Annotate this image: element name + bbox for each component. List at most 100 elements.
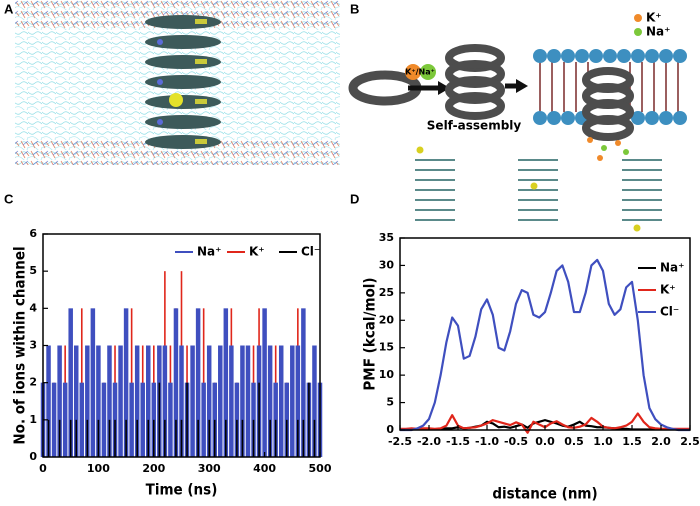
spike [153, 419, 155, 457]
spike [69, 419, 72, 457]
spike [295, 345, 301, 457]
spike [158, 382, 161, 457]
y-tick-label: 5 [386, 396, 394, 409]
x-tick-label: -0.5 [504, 435, 528, 448]
x-tick-label: -1.5 [446, 435, 470, 448]
spike [218, 345, 223, 457]
x-tick-label: 0 [39, 462, 47, 475]
ion-badge: K⁺/Na⁺ [405, 68, 435, 77]
y-tick-label: 3 [29, 339, 37, 352]
x-tick-label: 2.0 [651, 435, 671, 448]
x-tick-label: 100 [87, 462, 110, 475]
x-tick-label: 1.5 [622, 435, 642, 448]
spike [285, 419, 288, 457]
spike [57, 345, 62, 457]
spike [213, 419, 216, 457]
legend-label: Na⁺ [197, 245, 221, 259]
spike [140, 382, 145, 457]
spike [267, 345, 273, 457]
panel-a-image [15, 0, 340, 165]
spike [79, 382, 85, 457]
spike [179, 345, 184, 457]
y-tick-label: 6 [29, 227, 37, 240]
spike [252, 419, 255, 457]
spike [136, 419, 138, 457]
y-axis-title: PMF (kcal/mol) [361, 277, 379, 390]
y-tick-label: 2 [29, 376, 37, 389]
pmf-line [400, 258, 690, 432]
spike [162, 345, 168, 457]
spike [112, 382, 118, 457]
spike [197, 419, 199, 457]
spike [68, 308, 73, 457]
spike [301, 308, 306, 457]
y-tick-label: 5 [29, 264, 37, 277]
legend-label: Cl⁻ [301, 245, 320, 259]
spike [269, 419, 271, 457]
y-tick-label: 25 [379, 286, 394, 299]
x-tick-label: 300 [198, 462, 221, 475]
spike [273, 382, 278, 457]
y-tick-label: 20 [379, 313, 395, 326]
panel-label: B [350, 1, 359, 16]
y-tick-label: 30 [379, 258, 395, 271]
spike [212, 382, 217, 457]
spike [62, 382, 68, 457]
spike [274, 419, 277, 457]
panel-label: C [4, 191, 14, 206]
x-tick-label: -1.0 [475, 435, 499, 448]
ion-legend-label: Na⁺ [646, 25, 670, 39]
y-tick-label: 0 [29, 450, 37, 463]
x-tick-label: 0.0 [535, 435, 555, 448]
y-tick-label: 15 [379, 341, 394, 354]
spike [229, 345, 234, 457]
x-axis-title: distance (nm) [492, 485, 597, 503]
spike [168, 382, 173, 457]
spike [241, 419, 244, 457]
y-tick-label: 10 [379, 368, 395, 381]
spike [190, 345, 195, 457]
spike [86, 419, 89, 457]
spike [278, 345, 284, 457]
x-tick-label: 2.5 [680, 435, 700, 448]
spike [118, 345, 123, 457]
spike [180, 419, 183, 457]
y-axis-title: No. of ions within channel [11, 246, 29, 444]
plot-frame [399, 237, 691, 431]
spike [85, 345, 90, 457]
spike [108, 419, 111, 457]
spike [90, 308, 96, 457]
x-tick-label: 200 [142, 462, 165, 475]
spike [97, 419, 100, 457]
spike [208, 419, 210, 457]
panel-label: D [350, 191, 359, 206]
spike [151, 382, 157, 457]
spike [284, 382, 290, 457]
spike [258, 382, 260, 457]
spike [195, 308, 201, 457]
spike [312, 345, 317, 457]
spike [262, 308, 267, 457]
x-tick-label: -2.5 [388, 435, 412, 448]
spike [223, 308, 229, 457]
spike [201, 382, 206, 457]
legend-label: K⁺ [249, 245, 265, 259]
spike [245, 345, 251, 457]
spike [234, 382, 240, 457]
legend-label: Cl⁻ [660, 305, 679, 319]
panel-b-schematic [348, 14, 687, 232]
x-tick-label: 500 [309, 462, 332, 475]
spike [251, 382, 256, 457]
spike [240, 345, 245, 457]
spike [206, 345, 212, 457]
spike [236, 419, 238, 457]
y-tick-label: 4 [29, 301, 37, 314]
spike [164, 419, 166, 457]
spike [175, 419, 177, 457]
spike [46, 345, 51, 457]
spike [101, 382, 107, 457]
x-axis-title: Time (ns) [146, 481, 218, 499]
spike [146, 345, 151, 457]
y-tick-label: 1 [29, 413, 37, 426]
spike [47, 419, 50, 457]
